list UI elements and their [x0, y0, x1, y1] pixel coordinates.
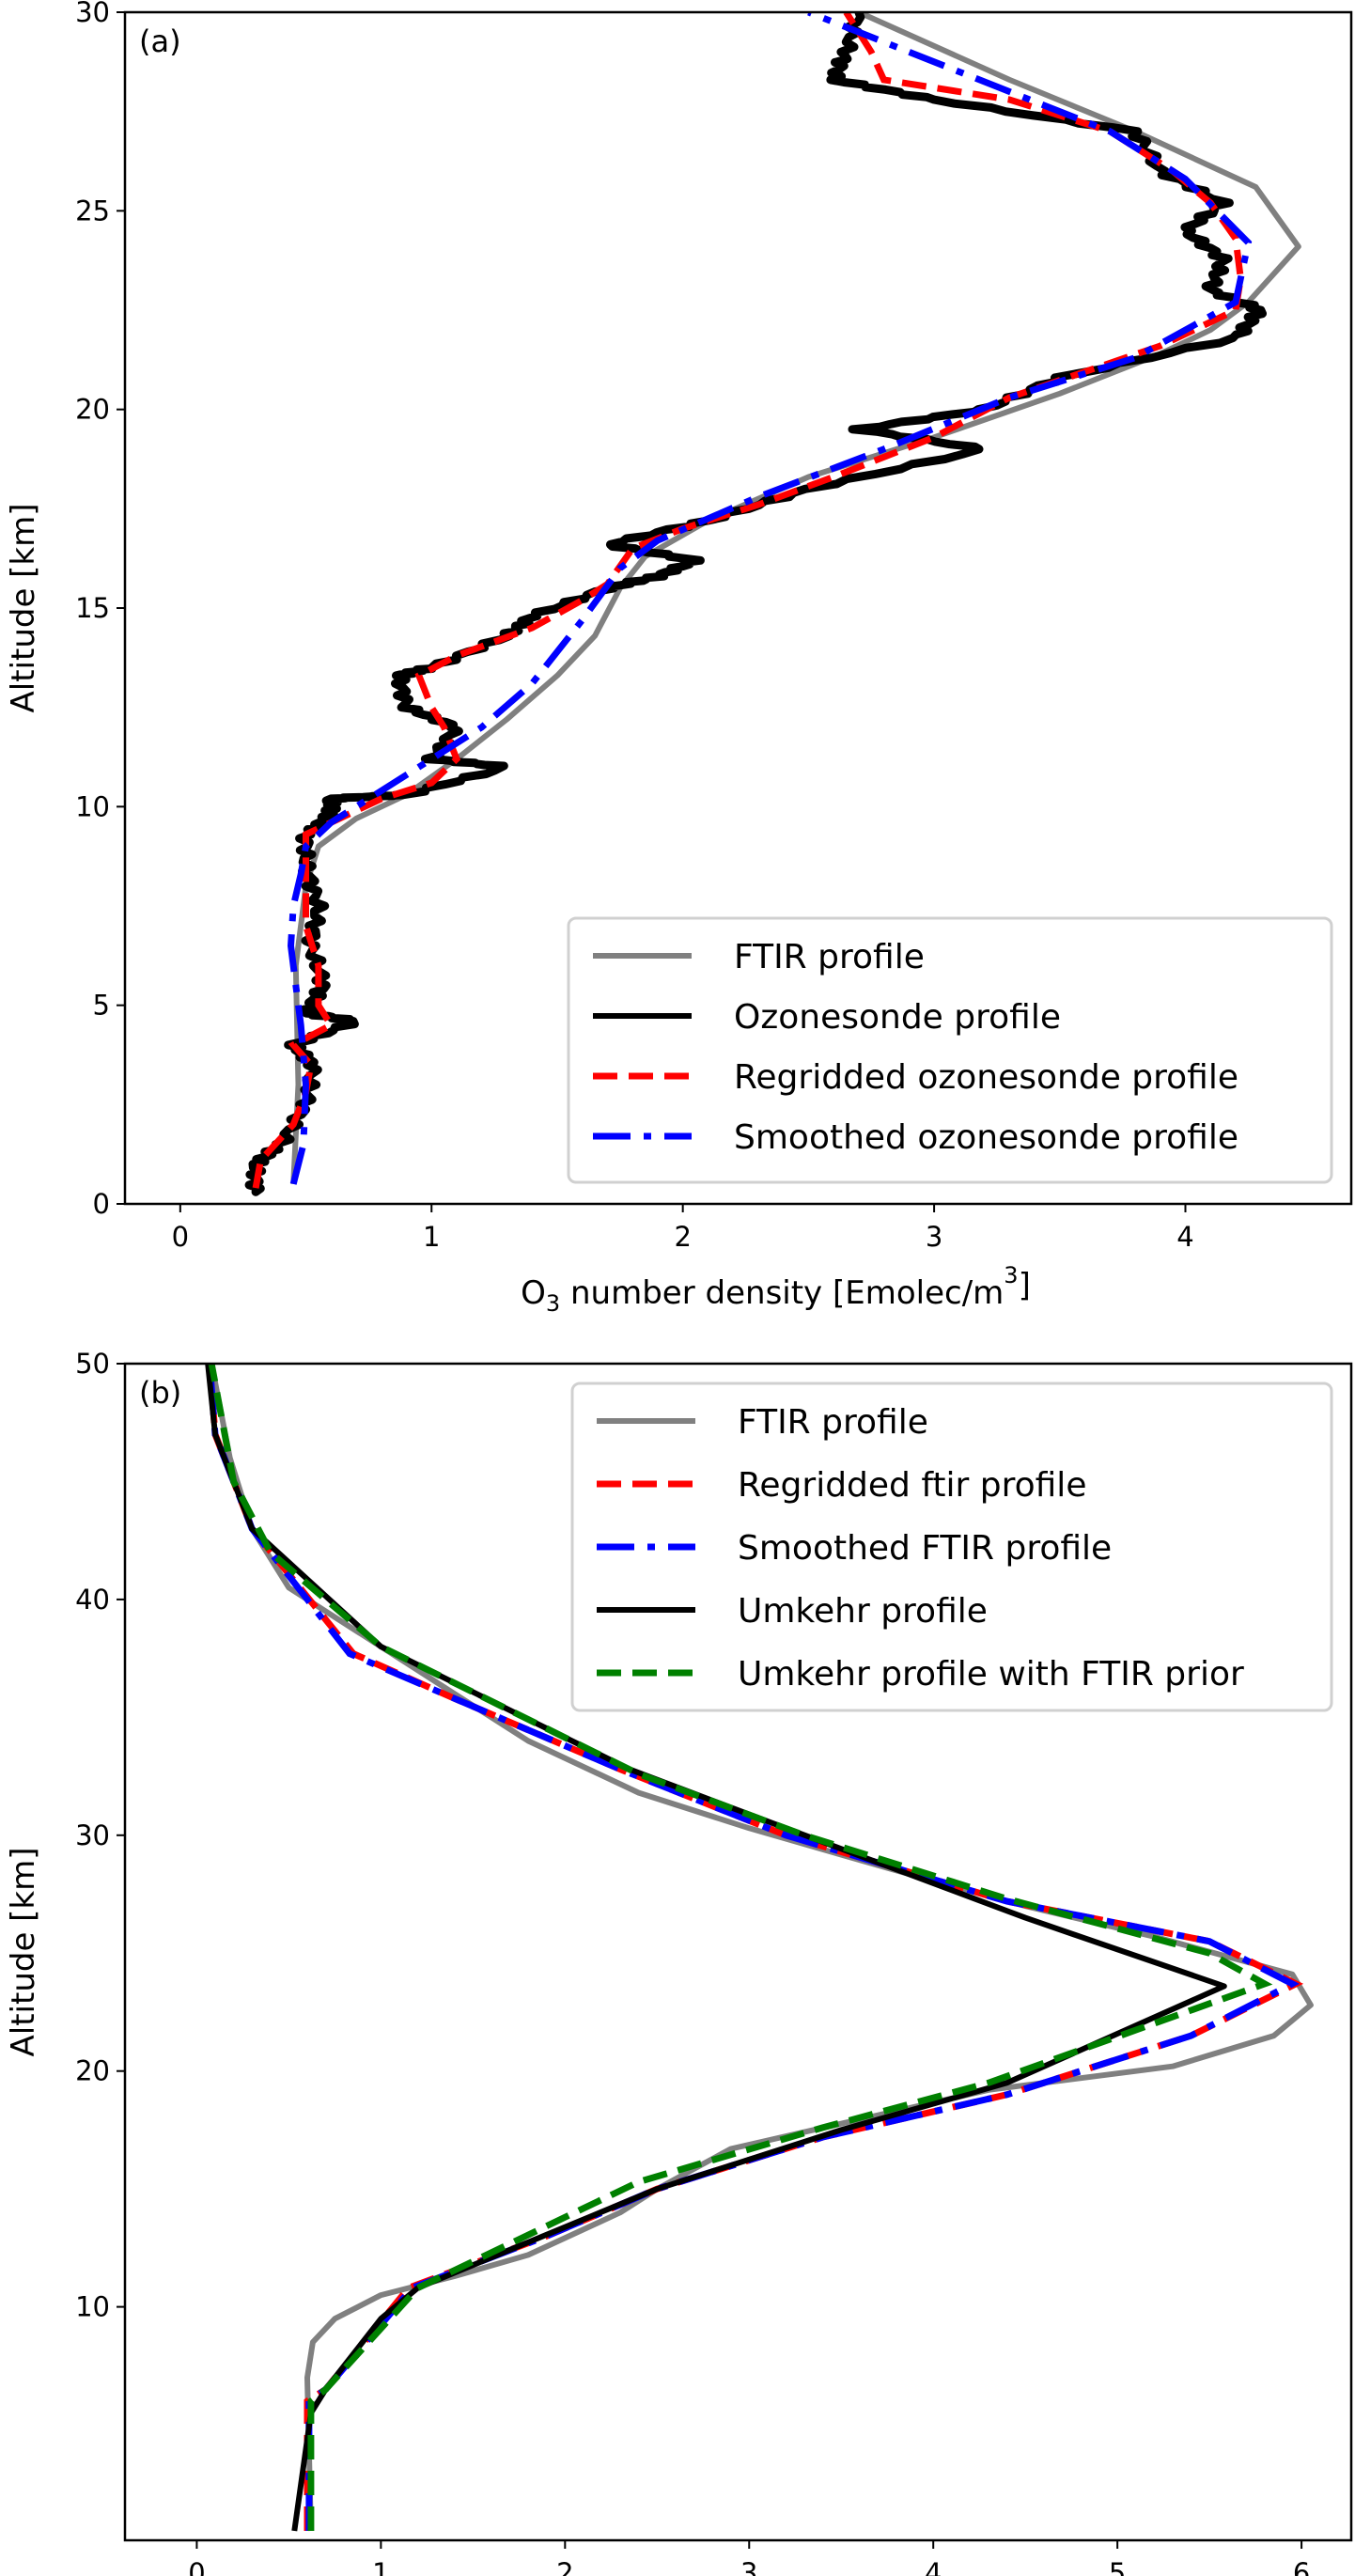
- legend-label: Smoothed ozonesonde profile: [734, 1118, 1238, 1157]
- x-tick-label: 2: [674, 1221, 691, 1253]
- x-tick-label: 0: [172, 1221, 189, 1253]
- legend-label: FTIR profile: [738, 1403, 928, 1442]
- x-axis-label: O3 number density [Emolec/m3]: [521, 1262, 1031, 1317]
- x-axis-label-sub: 3: [546, 1290, 560, 1317]
- y-tick-label: 40: [75, 1584, 110, 1616]
- x-tick-label: 3: [740, 2557, 757, 2576]
- x-tick-label: 5: [1109, 2557, 1126, 2576]
- y-tick-label: 5: [93, 990, 110, 1022]
- y-tick-label: 15: [75, 592, 110, 624]
- legend-label: Ozonesonde profile: [734, 998, 1061, 1037]
- legend: FTIR profile Regridded ftir profile Smooth…: [570, 1382, 1333, 1712]
- y-tick-label: 20: [75, 2055, 110, 2087]
- series-line-ftir-profile: [290, 12, 1301, 1185]
- series-line-smoothed-ftir-profile: [206, 1364, 1300, 2531]
- legend-label: Umkehr profile: [738, 1592, 988, 1631]
- series-group: [205, 1364, 1314, 2532]
- y-tick-label: 30: [75, 1819, 110, 1851]
- series-line-smoothed-ozonesonde-profile: [287, 12, 1253, 1185]
- panel-label: (a): [139, 23, 181, 59]
- x-tick-label: 2: [556, 2557, 573, 2576]
- axes-frame: [123, 1362, 1353, 2542]
- y-tick-label: 10: [75, 790, 110, 822]
- x-axis-label-rest: number density [Emolec/m: [560, 1274, 1004, 1312]
- y-tick-label: 20: [75, 394, 110, 426]
- legend-label: Regridded ftir profile: [738, 1466, 1086, 1505]
- x-axis-label-main: O: [521, 1274, 546, 1312]
- y-axis-label: Altitude [km]: [5, 1847, 42, 2056]
- x-axis-label-sup: 3: [1004, 1262, 1018, 1288]
- x-tick-label: 1: [372, 2557, 389, 2576]
- legend-box: [567, 916, 1333, 1184]
- x-tick-label: 1: [423, 1221, 440, 1253]
- y-tick-label: 10: [75, 2291, 110, 2323]
- x-tick-label: 4: [925, 2557, 942, 2576]
- legend-label: Smoothed FTIR profile: [738, 1529, 1112, 1568]
- x-tick-label: 0: [188, 2557, 205, 2576]
- x-tick-label: 3: [926, 1221, 942, 1253]
- x-tick-label: 4: [1176, 1221, 1193, 1253]
- series-group: [244, 12, 1301, 1196]
- y-tick-label: 50: [75, 1348, 110, 1380]
- panel-label: (b): [139, 1375, 181, 1411]
- y-tick-label: 25: [75, 195, 110, 226]
- x-tick-label: 6: [1293, 2557, 1310, 2576]
- legend-label: Umkehr profile with FTIR prior: [738, 1655, 1244, 1694]
- y-tick-label: 30: [75, 0, 110, 28]
- x-axis-label-end: ]: [1019, 1267, 1031, 1304]
- legend-label: FTIR profile: [734, 938, 925, 976]
- series-line-umkehr-profile-with-ftir-prior: [208, 1364, 1273, 2531]
- legend: FTIR profile Ozonesonde profile Regridded …: [567, 916, 1333, 1184]
- legend-label: Regridded ozonesonde profile: [734, 1058, 1238, 1097]
- y-axis-label: Altitude [km]: [5, 503, 42, 712]
- series-line-ozonesonde-profile: [244, 12, 1267, 1196]
- legend-box: [570, 1382, 1333, 1712]
- y-tick-label: 0: [93, 1188, 110, 1220]
